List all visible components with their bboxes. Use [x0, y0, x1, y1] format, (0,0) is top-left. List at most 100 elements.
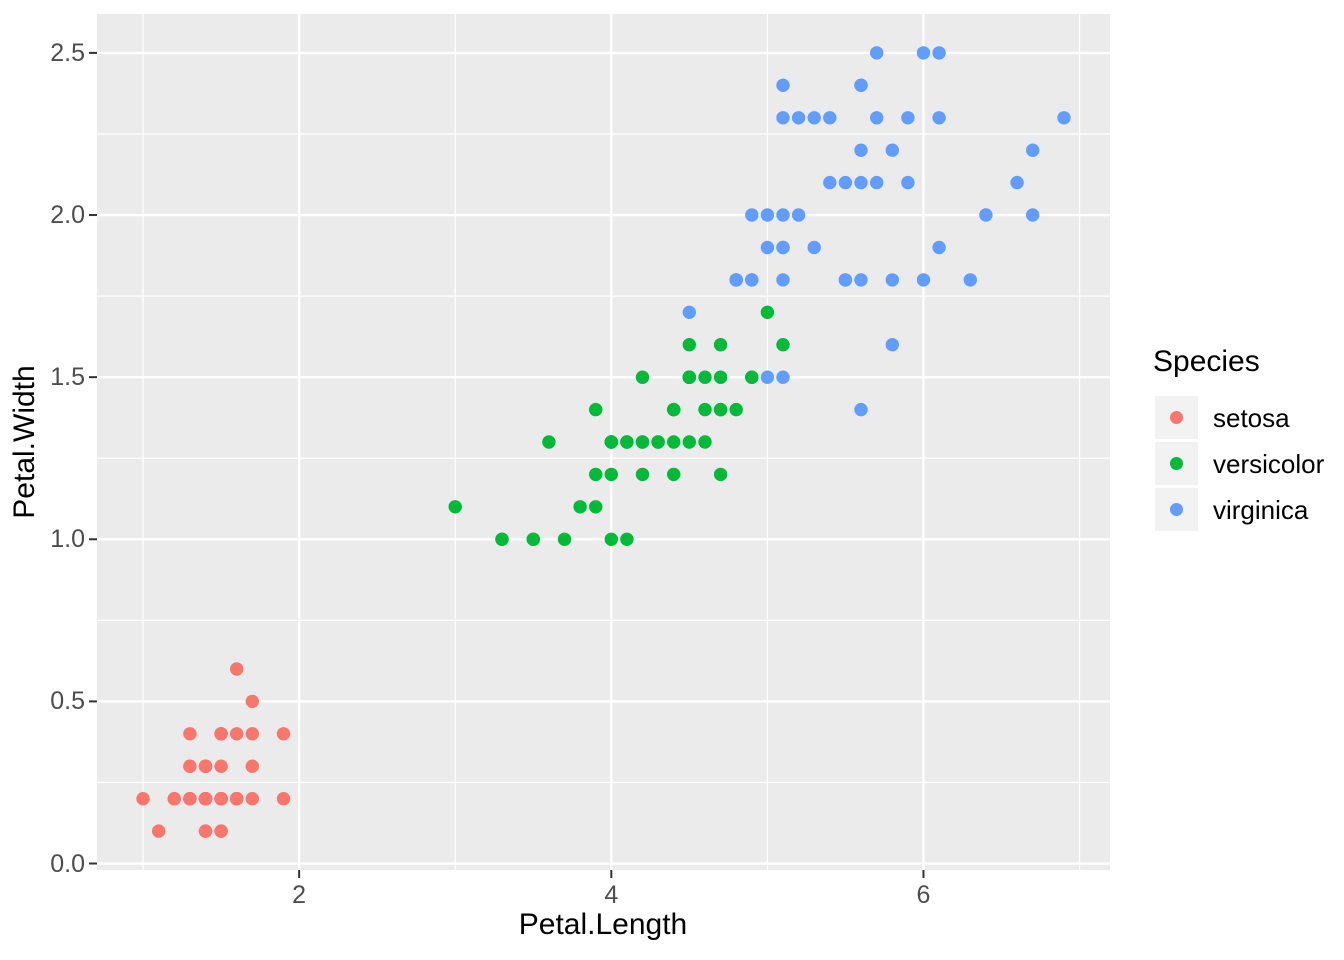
x-axis-title: Petal.Length: [518, 908, 688, 941]
data-point-setosa: [198, 759, 213, 773]
y-tick-label: 0.5: [50, 687, 85, 716]
data-point-virginica: [854, 143, 868, 157]
data-point-versicolor: [542, 435, 556, 449]
data-point-virginica: [776, 370, 790, 384]
data-point-versicolor: [651, 435, 665, 449]
data-point-versicolor: [698, 402, 712, 417]
data-point-setosa: [198, 792, 213, 806]
data-point-virginica: [885, 273, 899, 287]
data-point-virginica: [1026, 143, 1040, 157]
data-point-virginica: [776, 240, 790, 255]
data-point-setosa: [183, 727, 197, 741]
data-point-versicolor: [682, 338, 696, 352]
data-point-virginica: [901, 111, 915, 125]
x-tick-label: 6: [916, 881, 931, 909]
data-point-virginica: [791, 208, 806, 222]
data-point-virginica: [979, 208, 993, 222]
legend-key: [1155, 488, 1198, 531]
data-point-virginica: [854, 175, 868, 190]
data-point-virginica: [823, 175, 837, 190]
data-point-virginica: [1057, 111, 1071, 125]
data-point-virginica: [916, 46, 931, 60]
y-tick-label: 2.5: [50, 38, 85, 67]
data-point-setosa: [245, 694, 259, 709]
data-point-virginica: [776, 208, 790, 222]
x-tick-label: 4: [604, 881, 619, 909]
data-point-setosa: [152, 824, 166, 838]
data-point-versicolor: [604, 467, 618, 482]
data-point-versicolor: [745, 370, 759, 384]
data-point-versicolor: [760, 305, 775, 319]
y-tick-label: 0.0: [50, 849, 85, 878]
data-point-versicolor: [682, 370, 696, 384]
data-point-versicolor: [604, 532, 618, 546]
data-point-virginica: [745, 208, 759, 222]
legend-swatch-dot: [1169, 410, 1184, 425]
legend-entry-label: virginica: [1213, 494, 1309, 525]
data-point-setosa: [245, 727, 259, 741]
legend-entry-label: setosa: [1213, 402, 1290, 433]
data-point-setosa: [230, 662, 244, 676]
data-point-setosa: [183, 759, 197, 773]
data-point-virginica: [776, 273, 790, 287]
data-point-virginica: [854, 273, 868, 287]
data-point-virginica: [807, 111, 821, 125]
data-point-virginica: [932, 111, 946, 125]
data-point-virginica: [885, 143, 899, 157]
data-point-versicolor: [526, 532, 540, 546]
data-point-versicolor: [667, 402, 681, 417]
legend-key: [1155, 396, 1198, 439]
data-point-versicolor: [557, 532, 572, 546]
data-point-setosa: [136, 792, 150, 806]
legend-entry-virginica: virginica: [1153, 488, 1324, 531]
legend-entry-label: versicolor: [1213, 448, 1325, 479]
x-tick-label: 2: [292, 881, 307, 909]
data-point-virginica: [760, 370, 775, 384]
data-point-virginica: [854, 402, 868, 417]
data-point-versicolor: [635, 435, 650, 449]
data-point-virginica: [760, 240, 775, 255]
data-point-setosa: [245, 759, 259, 773]
y-tick-label: 1.0: [50, 525, 85, 554]
data-point-virginica: [854, 78, 868, 93]
data-point-versicolor: [448, 500, 462, 514]
data-point-setosa: [214, 824, 228, 838]
data-point-versicolor: [698, 435, 712, 449]
data-point-virginica: [963, 273, 977, 287]
data-point-virginica: [870, 175, 884, 190]
data-point-setosa: [230, 727, 244, 741]
data-point-virginica: [729, 273, 743, 287]
data-point-setosa: [167, 792, 181, 806]
legend-swatch-dot: [1169, 456, 1184, 471]
data-point-setosa: [276, 727, 291, 741]
y-tick-label: 2.0: [50, 201, 85, 230]
legend-key: [1155, 442, 1198, 485]
data-point-setosa: [230, 792, 244, 806]
data-point-versicolor: [667, 435, 681, 449]
legend-entry-setosa: setosa: [1153, 396, 1324, 439]
data-point-setosa: [214, 727, 228, 741]
data-point-virginica: [791, 111, 806, 125]
data-point-setosa: [276, 792, 291, 806]
data-point-versicolor: [713, 402, 728, 417]
data-point-virginica: [901, 175, 915, 190]
data-point-virginica: [916, 273, 931, 287]
legend-title: Species: [1153, 345, 1260, 378]
legend-swatch-dot: [1169, 502, 1184, 517]
legend-entry-versicolor: versicolor: [1153, 442, 1324, 485]
data-point-versicolor: [713, 370, 728, 384]
data-point-virginica: [1010, 175, 1024, 190]
data-point-virginica: [776, 111, 790, 125]
data-point-virginica: [807, 240, 821, 255]
data-point-virginica: [682, 305, 696, 319]
data-point-setosa: [245, 792, 259, 806]
plot-panel: [97, 14, 1110, 870]
data-point-virginica: [745, 273, 759, 287]
data-point-versicolor: [635, 370, 650, 384]
data-point-versicolor: [713, 467, 728, 482]
data-point-virginica: [838, 273, 853, 287]
data-point-versicolor: [589, 467, 603, 482]
data-point-virginica: [1026, 208, 1040, 222]
data-point-versicolor: [620, 532, 634, 546]
